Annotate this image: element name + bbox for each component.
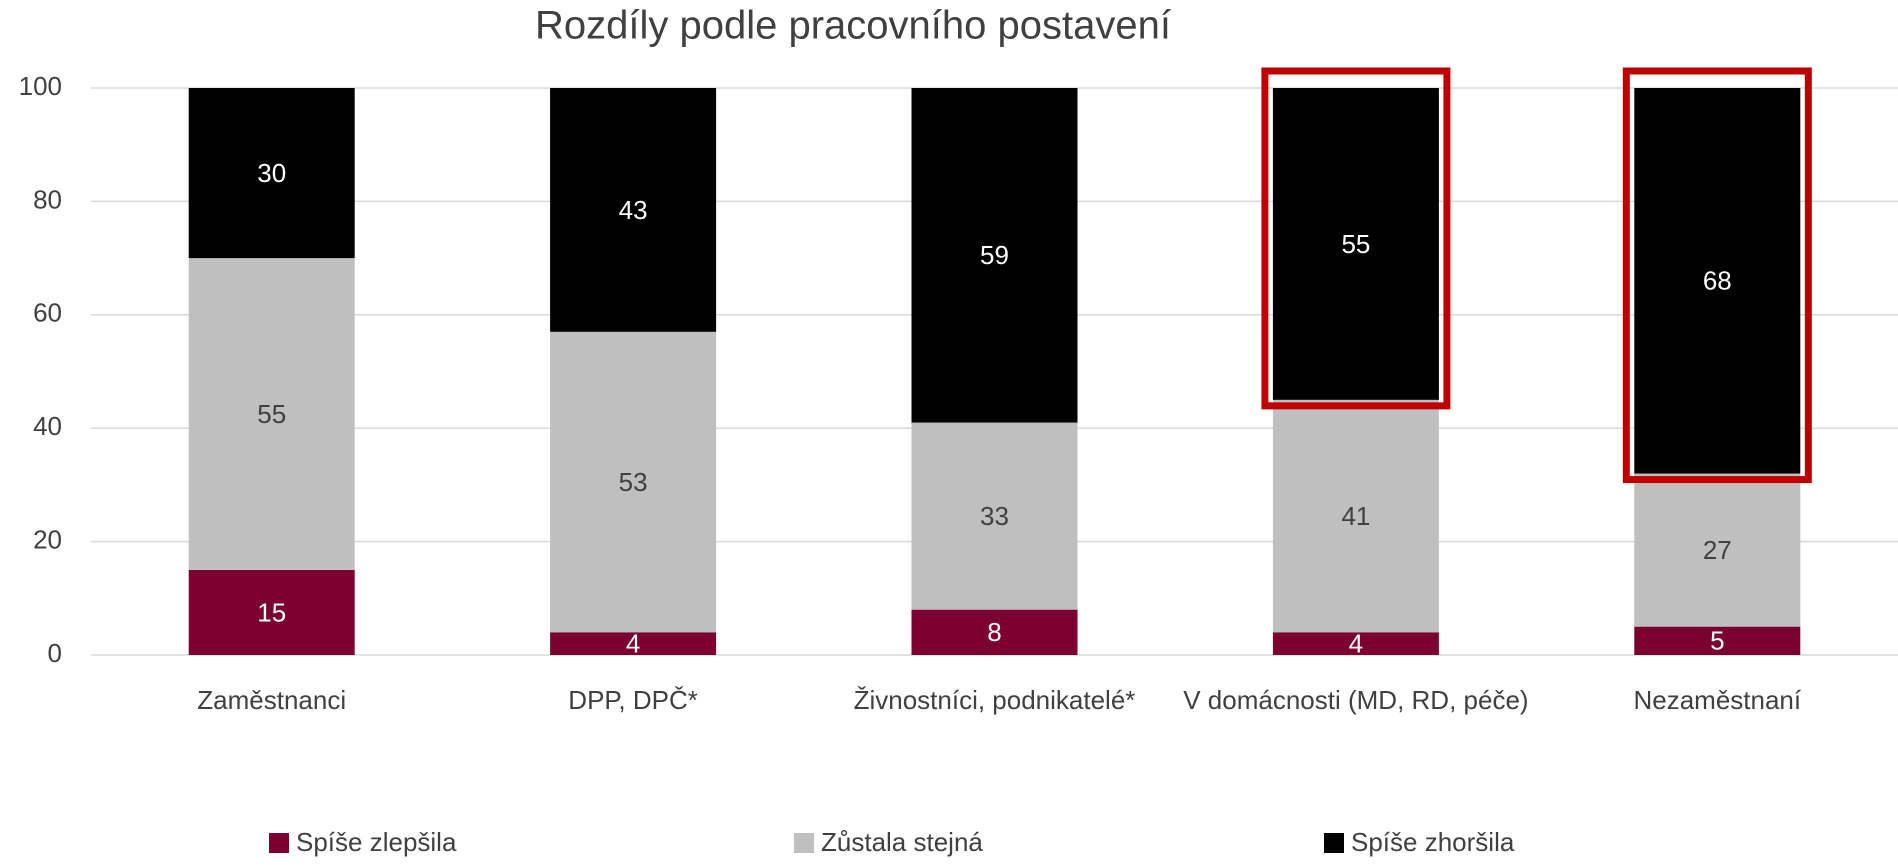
- data-label: 33: [980, 501, 1009, 531]
- bar-segment: [188, 569, 355, 655]
- bar-segment: [1634, 88, 1801, 474]
- highlight-box: [1622, 67, 1812, 484]
- data-label: 15: [257, 597, 286, 627]
- y-tick-label: 100: [19, 71, 62, 101]
- legend-swatch: [269, 833, 289, 853]
- data-label: 5: [1710, 626, 1724, 656]
- x-tick-label: Nezaměstnaní: [1633, 685, 1801, 715]
- bar-segment: [911, 609, 1078, 655]
- legend-label: Spíše zlepšila: [296, 827, 457, 857]
- data-label: 55: [257, 399, 286, 429]
- bar-segment: [1272, 632, 1439, 655]
- data-label: 4: [626, 629, 640, 659]
- bar-segment: [550, 88, 717, 332]
- data-label: 55: [1341, 229, 1370, 259]
- y-tick-label: 20: [33, 524, 62, 554]
- data-label: 68: [1703, 266, 1732, 296]
- chart-title: Rozdíly podle pracovního postavení: [535, 4, 1171, 48]
- bar-segment: [1272, 399, 1439, 633]
- bar-segment: [1272, 88, 1439, 400]
- bar-segment: [1634, 626, 1801, 655]
- x-tick-label: Živnostníci, podnikatelé*: [854, 685, 1136, 715]
- legend-swatch: [794, 833, 814, 853]
- x-tick-label: Zaměstnanci: [197, 685, 346, 715]
- y-tick-label: 80: [33, 184, 62, 214]
- legend-swatch: [1324, 833, 1344, 853]
- data-label: 59: [980, 240, 1009, 270]
- bar-segment: [188, 88, 355, 259]
- bar-segment: [911, 422, 1078, 610]
- y-tick-label: 40: [33, 411, 62, 441]
- data-label: 53: [619, 467, 648, 497]
- data-label: 30: [257, 158, 286, 188]
- bar-segment: [550, 331, 717, 633]
- x-tick-label: DPP, DPČ*: [568, 685, 698, 715]
- highlight-box: [1261, 67, 1451, 410]
- y-tick-label: 60: [33, 298, 62, 328]
- data-label: 27: [1703, 535, 1732, 565]
- data-label: 8: [987, 617, 1001, 647]
- data-label: 41: [1341, 501, 1370, 531]
- bar-segment: [1634, 473, 1801, 627]
- legend-label: Spíše zhoršila: [1351, 827, 1515, 857]
- data-label: 43: [619, 195, 648, 225]
- bar-segment: [550, 632, 717, 655]
- bar-segment: [911, 88, 1078, 423]
- y-tick-label: 0: [48, 638, 62, 668]
- x-tick-label: V domácnosti (MD, RD, péče): [1183, 685, 1528, 715]
- bar-segment: [188, 258, 355, 570]
- legend-label: Zůstala stejná: [821, 827, 983, 857]
- data-label: 4: [1349, 629, 1363, 659]
